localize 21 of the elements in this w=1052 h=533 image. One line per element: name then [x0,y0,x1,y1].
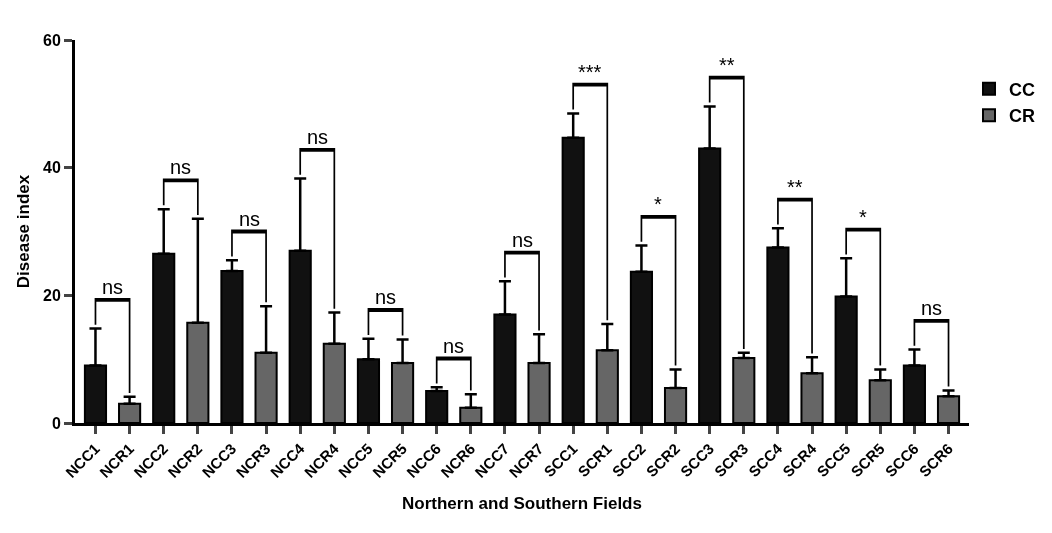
annotation: ** [787,176,803,198]
annotation: ns [307,126,329,148]
annotation: ns [443,335,465,357]
legend-label: CR [1009,106,1035,127]
y-tick-label: 0 [51,414,61,432]
y-tick-label: 60 [43,31,61,49]
annotation: ns [170,156,192,178]
y-axis-title: Disease index [14,174,33,289]
annotation: ns [375,286,397,308]
annotation: ns [239,208,261,230]
annotation: ** [719,54,735,76]
y-tick-label: 40 [43,159,61,177]
annotation: *** [578,61,602,83]
annotation: ns [512,229,534,251]
legend-label: CC [1009,79,1035,100]
x-axis-title: Northern and Southern Fields [402,494,642,514]
annotation: ns [921,297,943,319]
annotation: * [654,193,662,215]
y-tick-label: 20 [43,286,61,304]
annotation: * [859,206,867,228]
annotation: ns [102,276,124,298]
